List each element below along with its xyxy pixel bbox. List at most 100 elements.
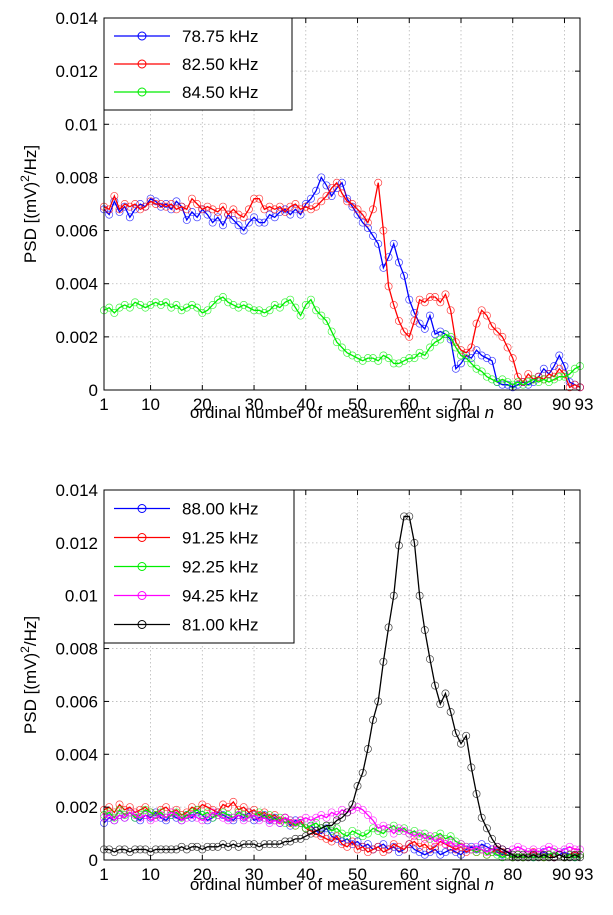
data-point <box>384 845 393 854</box>
data-point <box>136 301 145 309</box>
data-point <box>394 541 403 550</box>
legend-marker <box>137 533 147 542</box>
data-point <box>255 808 264 817</box>
data-point <box>519 845 528 854</box>
data-point <box>348 837 357 846</box>
data-point <box>426 655 434 664</box>
data-point <box>343 348 352 357</box>
data-point <box>265 210 274 219</box>
data-point <box>317 197 326 206</box>
data-point <box>488 356 496 365</box>
data-point <box>244 840 253 849</box>
data-point <box>379 840 388 849</box>
data-point <box>570 853 579 862</box>
x-tick-label: 70 <box>452 865 471 884</box>
data-point <box>343 832 352 841</box>
data-point <box>136 200 145 208</box>
data-point <box>250 805 258 814</box>
data-point <box>405 332 414 341</box>
data-point <box>420 626 429 635</box>
x-tick-label: 30 <box>245 865 264 884</box>
data-point <box>420 829 429 838</box>
data-point <box>467 845 476 854</box>
data-point <box>275 840 284 849</box>
data-point <box>260 813 269 822</box>
legend-item: 88.00 kHz <box>114 500 259 519</box>
data-point <box>115 800 124 809</box>
data-point <box>188 808 196 817</box>
top-chart: 1 10 20 30 40 50 60 70 80 90 93 0 0.002 0.004 0.006 0.0… <box>18 9 593 422</box>
data-point <box>229 816 238 825</box>
data-point <box>400 271 409 280</box>
data-point <box>358 805 367 814</box>
data-point <box>539 853 548 862</box>
data-point <box>229 205 238 214</box>
data-point <box>426 832 434 841</box>
y-tick-label: 0.014 <box>55 481 98 500</box>
data-point <box>565 850 574 859</box>
x-axis-label: ordinal number of measurement signal n <box>190 875 494 894</box>
data-point <box>203 808 212 817</box>
data-point <box>550 375 559 384</box>
data-point <box>105 845 114 854</box>
x-tick-label: 40 <box>296 395 315 414</box>
data-point <box>193 303 202 312</box>
data-point <box>239 813 248 822</box>
data-point <box>177 813 186 822</box>
data-point <box>353 354 362 363</box>
y-axis-label: PSD [(mV)2/Hz] <box>18 616 40 734</box>
data-point <box>555 364 564 373</box>
data-point <box>255 811 264 820</box>
data-point <box>560 372 569 381</box>
data-point <box>219 800 227 809</box>
data-point <box>213 811 222 820</box>
data-point <box>363 840 372 849</box>
data-point <box>193 213 202 222</box>
x-tick-label: 30 <box>245 395 264 414</box>
data-point <box>120 811 129 820</box>
data-point <box>131 845 139 854</box>
data-point <box>327 837 336 846</box>
data-point <box>410 354 419 363</box>
series-82-50-kHz <box>100 178 584 392</box>
data-point <box>291 821 300 830</box>
data-point <box>431 837 440 846</box>
data-point <box>420 298 429 307</box>
data-point <box>156 813 165 822</box>
data-point <box>291 819 300 827</box>
data-point <box>105 303 114 312</box>
data-point <box>353 829 362 838</box>
data-point <box>462 848 471 857</box>
data-point <box>374 842 383 851</box>
data-point <box>322 834 331 843</box>
data-point <box>120 845 129 854</box>
data-point <box>451 729 460 738</box>
data-point <box>244 205 253 214</box>
data-point <box>503 378 512 386</box>
x-axis-label: ordinal number of measurement signal n <box>190 403 494 422</box>
data-point <box>146 301 155 309</box>
data-point <box>426 845 434 854</box>
data-point <box>524 848 533 857</box>
data-point <box>405 354 414 363</box>
data-point <box>255 306 264 315</box>
data-point <box>136 811 145 820</box>
data-point <box>369 715 377 724</box>
data-point <box>415 348 424 357</box>
data-point <box>156 845 165 854</box>
data-point <box>570 845 579 854</box>
data-point <box>332 338 341 347</box>
data-point <box>353 205 362 214</box>
data-point <box>379 657 388 666</box>
data-point <box>353 803 362 812</box>
data-point <box>555 351 564 360</box>
data-point <box>545 842 553 851</box>
data-point <box>462 354 471 363</box>
y-tick-label: 0.002 <box>55 798 98 817</box>
data-point <box>296 834 305 843</box>
data-point <box>265 819 274 827</box>
series-81-00-kHz <box>100 512 584 862</box>
x-tick-label: 93 <box>575 865 594 884</box>
data-point <box>172 197 181 206</box>
data-point <box>498 853 507 862</box>
